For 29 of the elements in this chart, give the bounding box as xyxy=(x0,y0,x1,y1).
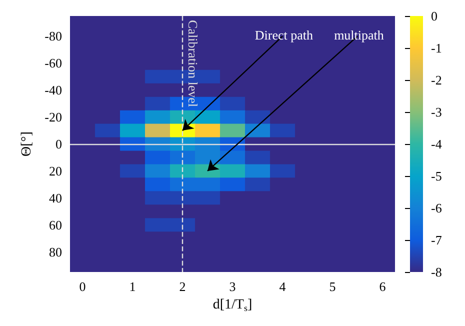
y-tick-label: -60 xyxy=(44,56,62,71)
x-tick-label: 3 xyxy=(229,279,236,294)
color-bar-label: -1 xyxy=(431,40,442,56)
y-tick-label: 20 xyxy=(49,163,62,178)
y-tick-label: 60 xyxy=(49,217,62,232)
y-tick-label: -80 xyxy=(44,28,62,44)
x-tick-label: 5 xyxy=(329,279,336,294)
annotation: multipath xyxy=(334,27,384,42)
y-tick-label: 0 xyxy=(56,136,62,152)
color-bar-label: 0 xyxy=(431,8,438,24)
y-tick-label: -40 xyxy=(44,82,62,98)
x-tick-label: 6 xyxy=(379,279,386,294)
y-tick-label: 80 xyxy=(49,244,62,260)
color-bar-label: -2 xyxy=(431,72,442,88)
y-axis-title: Θ[°] xyxy=(19,131,34,157)
ref-line-label: Calibration level xyxy=(186,20,200,108)
annotation: Direct path xyxy=(254,27,314,42)
y-tick-label: -20 xyxy=(44,110,62,125)
x-tick-label: 0 xyxy=(79,279,86,294)
color-bar-label: -6 xyxy=(431,200,442,216)
x-tick-label: 1 xyxy=(129,279,136,294)
color-bar-label: -8 xyxy=(431,264,442,280)
color-bar-label: -5 xyxy=(431,168,442,184)
color-bar-label: -4 xyxy=(431,136,442,152)
y-tick-label: 40 xyxy=(49,190,62,206)
color-bar-label: -7 xyxy=(431,232,442,248)
x-tick-label: 2 xyxy=(179,279,186,294)
x-tick-label: 4 xyxy=(279,279,286,294)
color-bar-label: -3 xyxy=(431,104,442,120)
